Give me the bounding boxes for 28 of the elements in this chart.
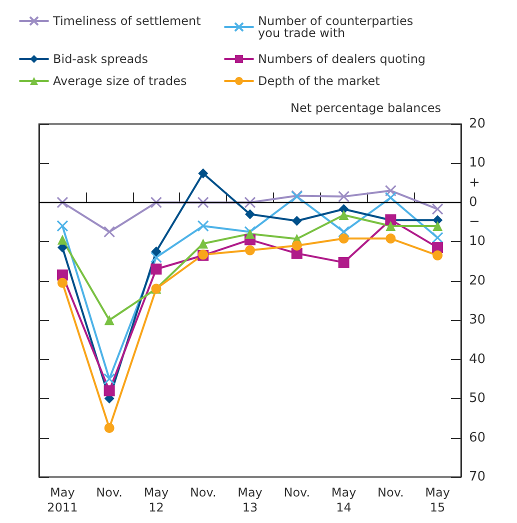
x-tick-label: May 13: [238, 486, 262, 514]
legend-label: Numbers of dealers quoting: [258, 52, 426, 66]
y-tick-label: 50: [469, 391, 486, 406]
x-tick-label: May 12: [144, 486, 169, 514]
y-tick-label: 70: [469, 470, 486, 484]
legend-label: Timeliness of settlement: [52, 14, 202, 28]
y-axis-title: Net percentage balances: [290, 101, 441, 115]
x-tick-label: Nov.: [190, 486, 216, 500]
x-tick-label: Nov.: [284, 486, 310, 500]
y-tick-label: 20: [469, 273, 486, 288]
y-tick-label: 20: [469, 116, 486, 132]
y-tick-label: 10: [469, 156, 486, 171]
y-tick-label: 10: [469, 234, 486, 250]
x-tick-label: Nov.: [96, 486, 122, 500]
legend-label: Bid-ask spreads: [53, 52, 148, 66]
y-tick-label: 40: [469, 352, 486, 367]
x-tick-label: May 15: [425, 486, 450, 514]
x-tick-label: May 14: [331, 486, 356, 514]
y-tick-label: 0: [469, 194, 478, 210]
legend-label: Average size of trades: [53, 74, 187, 88]
y-tick-label: 60: [469, 430, 486, 446]
legend-label: Depth of the market: [258, 74, 380, 88]
y-tick-label: 30: [469, 312, 486, 328]
y-tick-label: −: [469, 214, 480, 230]
legend-label: Number of counterparties you trade with: [258, 14, 417, 40]
y-tick-label: +: [469, 175, 480, 190]
x-tick-label: Nov.: [378, 486, 404, 500]
x-tick-label: May 2011: [47, 486, 78, 514]
